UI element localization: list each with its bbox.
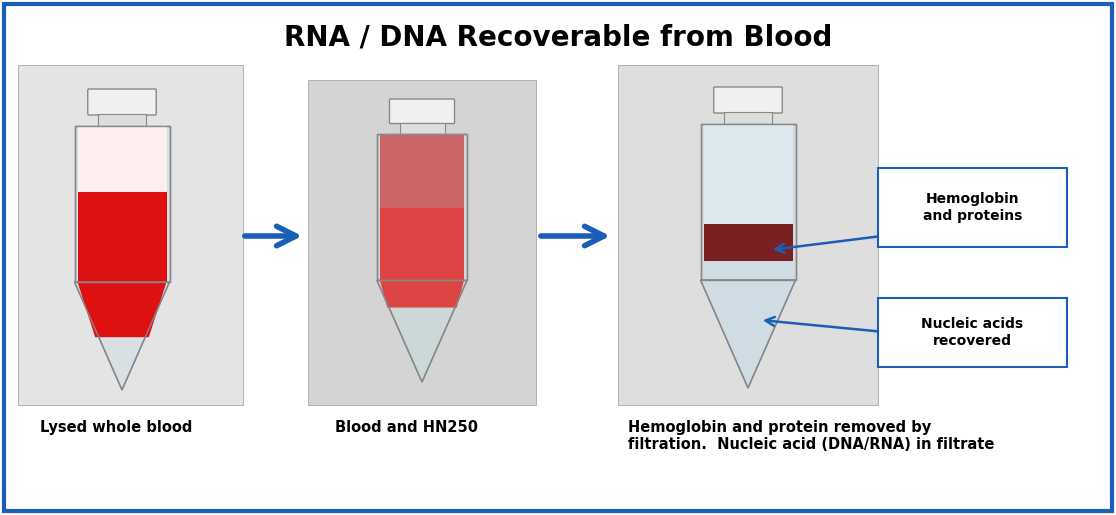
- FancyBboxPatch shape: [878, 298, 1067, 367]
- Bar: [377, 134, 466, 281]
- Bar: [77, 192, 166, 282]
- Bar: [701, 124, 796, 280]
- Bar: [377, 134, 466, 281]
- Bar: [75, 126, 170, 282]
- Text: Hemoglobin and protein removed by
filtration.  Nucleic acid (DNA/RNA) in filtrat: Hemoglobin and protein removed by filtra…: [628, 420, 994, 452]
- Bar: [381, 208, 464, 281]
- Bar: [98, 114, 146, 126]
- Polygon shape: [701, 280, 796, 388]
- Bar: [703, 225, 792, 261]
- FancyBboxPatch shape: [878, 168, 1067, 247]
- Text: Hemoglobin
and proteins: Hemoglobin and proteins: [923, 193, 1022, 222]
- FancyBboxPatch shape: [308, 80, 536, 405]
- Text: RNA / DNA Recoverable from Blood: RNA / DNA Recoverable from Blood: [283, 24, 833, 52]
- Text: Blood and HN250: Blood and HN250: [335, 420, 478, 435]
- Bar: [75, 126, 170, 282]
- Bar: [701, 124, 796, 280]
- FancyBboxPatch shape: [714, 87, 782, 113]
- FancyBboxPatch shape: [389, 99, 454, 124]
- Bar: [724, 112, 772, 124]
- Bar: [703, 124, 792, 225]
- Bar: [77, 126, 166, 192]
- Text: Nucleic acids
recovered: Nucleic acids recovered: [922, 317, 1023, 348]
- Polygon shape: [77, 282, 166, 337]
- Bar: [400, 123, 444, 134]
- FancyBboxPatch shape: [88, 89, 156, 115]
- FancyBboxPatch shape: [18, 65, 243, 405]
- Polygon shape: [377, 281, 466, 382]
- Polygon shape: [381, 281, 464, 307]
- Bar: [381, 134, 464, 208]
- Polygon shape: [75, 282, 170, 390]
- Text: Lysed whole blood: Lysed whole blood: [40, 420, 192, 435]
- FancyBboxPatch shape: [618, 65, 878, 405]
